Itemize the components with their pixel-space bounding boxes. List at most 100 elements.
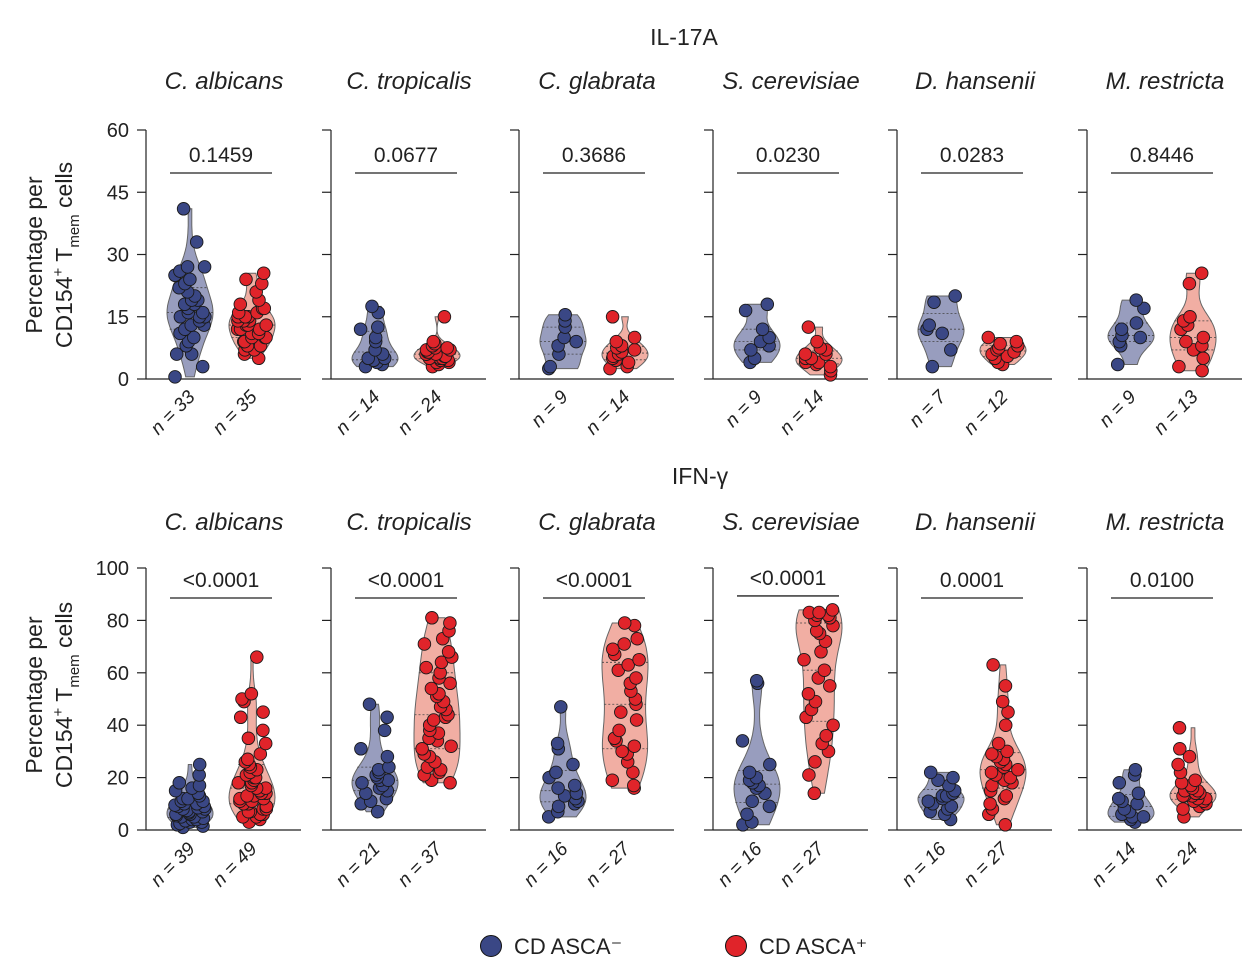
data-point-pos [998, 818, 1013, 832]
n-label: n = 13 [1150, 386, 1203, 439]
species-title: S. cerevisiae [722, 68, 859, 95]
data-point-pos [993, 336, 1007, 351]
data-point-neg [355, 776, 369, 790]
data-point-pos [443, 676, 457, 691]
data-point-neg [948, 289, 962, 303]
data-point-neg [1112, 776, 1127, 790]
data-point-pos [807, 786, 822, 801]
data-point-neg [192, 757, 207, 772]
panel-0-0: C. albicans 0 15 30 45 60 0.1459 n = 33 n = 35 [107, 68, 301, 439]
data-point-pos [256, 705, 270, 719]
ylabel-cd154: CD154 [51, 716, 77, 788]
n-label: n = 24 [394, 387, 447, 440]
panel-1-0: C. albicans 0 20 40 60 80 100 <0.0001 n = 39 n = … [96, 509, 301, 891]
data-point-pos [1172, 359, 1186, 374]
row-title-ifng: IFN-γ [672, 463, 729, 489]
data-point-neg [365, 299, 379, 314]
data-point-pos [1172, 721, 1187, 735]
data-point-pos [437, 310, 452, 324]
data-point-pos [244, 687, 259, 701]
data-point-pos [991, 736, 1006, 751]
data-point-neg [762, 799, 777, 814]
data-point-pos [424, 681, 439, 696]
data-point-pos [1171, 757, 1185, 772]
data-point-neg [763, 757, 777, 772]
data-point-neg [551, 799, 566, 814]
data-point-pos [797, 652, 811, 667]
data-point-pos [627, 330, 642, 345]
data-point-neg [745, 794, 759, 808]
data-point-neg [946, 770, 960, 785]
data-point-neg [738, 303, 753, 318]
data-point-neg [567, 778, 582, 793]
data-point-pos [241, 731, 256, 746]
y-tick-label: 40 [107, 715, 129, 737]
data-point-neg [189, 235, 204, 249]
data-point-pos [250, 650, 264, 664]
ylabel-sub: mem [66, 214, 83, 247]
species-title: S. cerevisiae [722, 509, 859, 536]
data-point-neg [197, 260, 212, 274]
n-label: n = 16 [520, 838, 573, 891]
data-point-pos [233, 297, 248, 312]
data-point-neg [935, 326, 949, 341]
data-point-pos [808, 755, 822, 769]
data-point-neg [550, 736, 565, 751]
data-point-pos [417, 637, 432, 651]
data-point-pos [1173, 742, 1187, 756]
data-point-pos [1195, 363, 1209, 378]
y-tick-label: 100 [96, 558, 129, 580]
n-label: n = 27 [582, 838, 636, 892]
legend-label-pos: CD ASCA⁺ [759, 934, 867, 959]
species-title: M. restricta [1106, 68, 1225, 95]
data-point-pos [1196, 330, 1211, 345]
data-point-pos [233, 710, 248, 725]
data-point-neg [1137, 301, 1151, 316]
ylabel-cd154: CD154 [51, 276, 77, 348]
data-point-pos [981, 330, 996, 345]
p-value: 0.1459 [189, 144, 253, 167]
data-point-pos [1179, 334, 1193, 349]
n-label: n = 39 [147, 838, 200, 891]
data-point-pos [1182, 749, 1197, 764]
data-point-neg [744, 343, 758, 357]
n-label: n = 9 [527, 386, 572, 431]
data-point-neg [377, 723, 392, 738]
data-point-neg [380, 749, 395, 764]
ylabel-line1: Percentage per [21, 616, 47, 774]
data-point-neg [742, 765, 757, 780]
data-point-pos [801, 687, 816, 701]
p-value: 0.3686 [562, 144, 626, 167]
data-point-pos [632, 652, 646, 667]
data-point-neg [169, 347, 184, 361]
y-axis-label-bottom: Percentage per CD154+ Tmem cells [21, 602, 83, 788]
p-value: 0.0283 [940, 144, 1004, 167]
data-point-pos [986, 658, 1000, 672]
data-point-pos [999, 789, 1014, 803]
y-tick-label: 30 [107, 245, 129, 267]
data-point-neg [760, 297, 775, 312]
n-label: n = 14 [776, 387, 829, 440]
data-point-neg [1136, 810, 1151, 824]
y-tick-label: 20 [107, 768, 129, 790]
data-point-pos [823, 679, 837, 693]
data-point-pos [812, 605, 826, 620]
data-point-pos [802, 768, 816, 782]
y-tick-label: 60 [107, 120, 129, 142]
n-label: n = 9 [1095, 386, 1140, 431]
species-title: C. tropicalis [346, 68, 471, 95]
data-point-neg [176, 202, 191, 216]
data-point-pos [426, 713, 441, 727]
data-point-pos [1183, 310, 1197, 324]
data-point-pos [825, 603, 840, 617]
panel-1-4: D. hansenii 0.0001 n = 16 n = 27 [888, 509, 1052, 891]
n-label: n = 14 [582, 387, 635, 440]
data-point-pos [606, 642, 620, 656]
data-point-pos [629, 713, 644, 727]
n-label: n = 14 [332, 387, 385, 440]
data-point-neg [735, 734, 750, 748]
data-point-neg [1131, 786, 1146, 801]
data-point-pos [629, 671, 643, 685]
